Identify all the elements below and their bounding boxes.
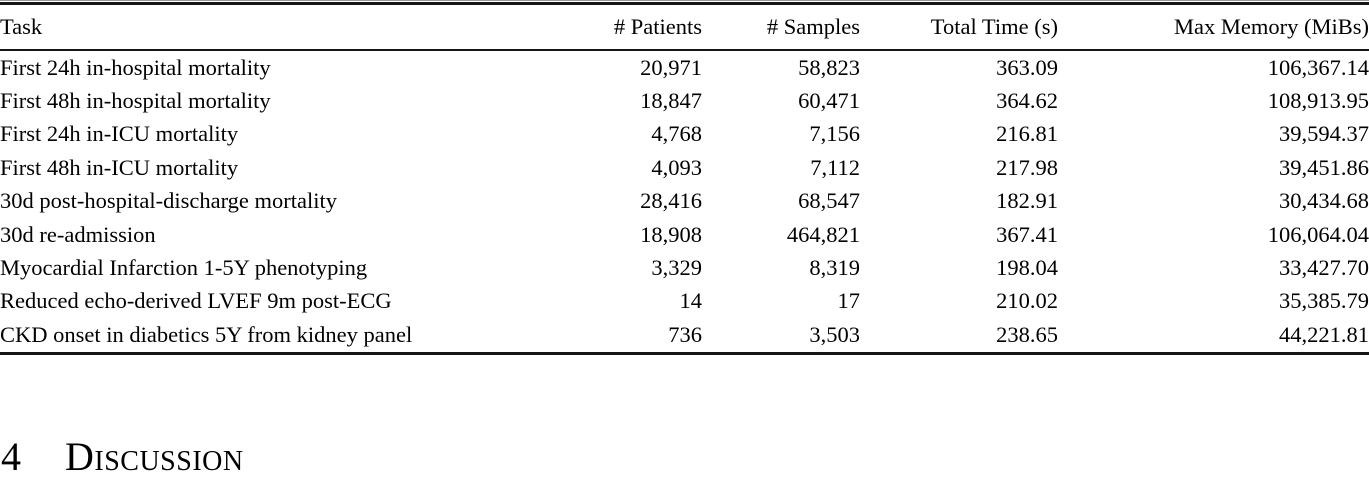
column-header-task: Task — [0, 3, 484, 51]
samples-cell: 68,547 — [798, 188, 860, 214]
column-header-max-memory: Max Memory (MiBs) — [1058, 3, 1369, 51]
task-cell: First 48h in-hospital mortality — [0, 88, 271, 114]
time-cell: 238.65 — [996, 321, 1058, 347]
task-cell: First 24h in-hospital mortality — [0, 54, 271, 80]
time-cell: 198.04 — [996, 255, 1058, 281]
memory-cell: 108,913.95 — [1267, 88, 1369, 114]
patients-cell: 4,093 — [651, 154, 702, 180]
patients-cell: 18,847 — [640, 88, 702, 114]
patients-cell: 14 — [679, 288, 703, 314]
patients-cell: 736 — [668, 321, 702, 347]
section-heading: 4 Discussion — [1, 434, 244, 480]
memory-cell: 39,594.37 — [1279, 121, 1369, 147]
table-row: 30d re-admission 18,908 464,821 367.41 1… — [0, 218, 1369, 251]
table-row: First 24h in-ICU mortality 4,768 7,156 2… — [0, 118, 1369, 151]
time-cell: 210.02 — [996, 288, 1058, 314]
table-header-row: Task # Patients # Samples Total Time (s)… — [0, 3, 1369, 51]
page-crop-hairline — [0, 0, 1369, 1]
patients-cell: 28,416 — [640, 188, 702, 214]
table-row: First 48h in-hospital mortality 18,847 6… — [0, 84, 1369, 117]
memory-cell: 30,434.68 — [1279, 188, 1369, 214]
benchmark-results-table: Task # Patients # Samples Total Time (s)… — [0, 2, 1369, 355]
column-header-total-time: Total Time (s) — [860, 3, 1058, 51]
patients-cell: 18,908 — [640, 221, 702, 247]
memory-cell: 39,451.86 — [1279, 154, 1369, 180]
table-row: 30d post-hospital-discharge mortality 28… — [0, 185, 1369, 218]
samples-cell: 3,503 — [809, 321, 860, 347]
samples-cell: 464,821 — [786, 221, 860, 247]
task-cell: First 24h in-ICU mortality — [0, 121, 239, 147]
time-cell: 364.62 — [996, 88, 1058, 114]
memory-cell: 33,427.70 — [1279, 255, 1369, 281]
task-cell: First 48h in-ICU mortality — [0, 154, 239, 180]
column-header-patients: # Patients — [484, 3, 702, 51]
table-row: First 48h in-ICU mortality 4,093 7,112 2… — [0, 151, 1369, 184]
patients-cell: 20,971 — [640, 54, 702, 80]
section-number: 4 — [1, 434, 21, 479]
samples-cell: 7,156 — [809, 121, 860, 147]
time-cell: 367.41 — [996, 221, 1058, 247]
memory-cell: 44,221.81 — [1279, 321, 1369, 347]
patients-cell: 3,329 — [651, 255, 702, 281]
patients-cell: 4,768 — [651, 121, 702, 147]
table-row: Myocardial Infarction 1-5Y phenotyping 3… — [0, 251, 1369, 284]
task-cell: Reduced echo-derived LVEF 9m post-ECG — [0, 288, 392, 314]
samples-cell: 7,112 — [810, 154, 860, 180]
task-cell: 30d post-hospital-discharge mortality — [0, 188, 338, 214]
memory-cell: 35,385.79 — [1279, 288, 1369, 314]
samples-cell: 60,471 — [798, 88, 860, 114]
time-cell: 217.98 — [996, 154, 1058, 180]
section-title: Discussion — [65, 434, 244, 479]
table-row: First 24h in-hospital mortality 20,971 5… — [0, 50, 1369, 84]
samples-cell: 8,319 — [809, 255, 860, 281]
task-cell: Myocardial Infarction 1-5Y phenotyping — [0, 255, 368, 281]
samples-cell: 58,823 — [798, 54, 860, 80]
table-row: Reduced echo-derived LVEF 9m post-ECG 14… — [0, 285, 1369, 318]
samples-cell: 17 — [837, 288, 861, 314]
memory-cell: 106,367.14 — [1267, 54, 1369, 80]
time-cell: 182.91 — [996, 188, 1058, 214]
task-cell: 30d re-admission — [0, 221, 156, 247]
column-header-samples: # Samples — [702, 3, 860, 51]
time-cell: 363.09 — [996, 54, 1058, 80]
task-cell: CKD onset in diabetics 5Y from kidney pa… — [0, 321, 413, 347]
table-row: CKD onset in diabetics 5Y from kidney pa… — [0, 318, 1369, 353]
time-cell: 216.81 — [996, 121, 1058, 147]
memory-cell: 106,064.04 — [1267, 221, 1369, 247]
